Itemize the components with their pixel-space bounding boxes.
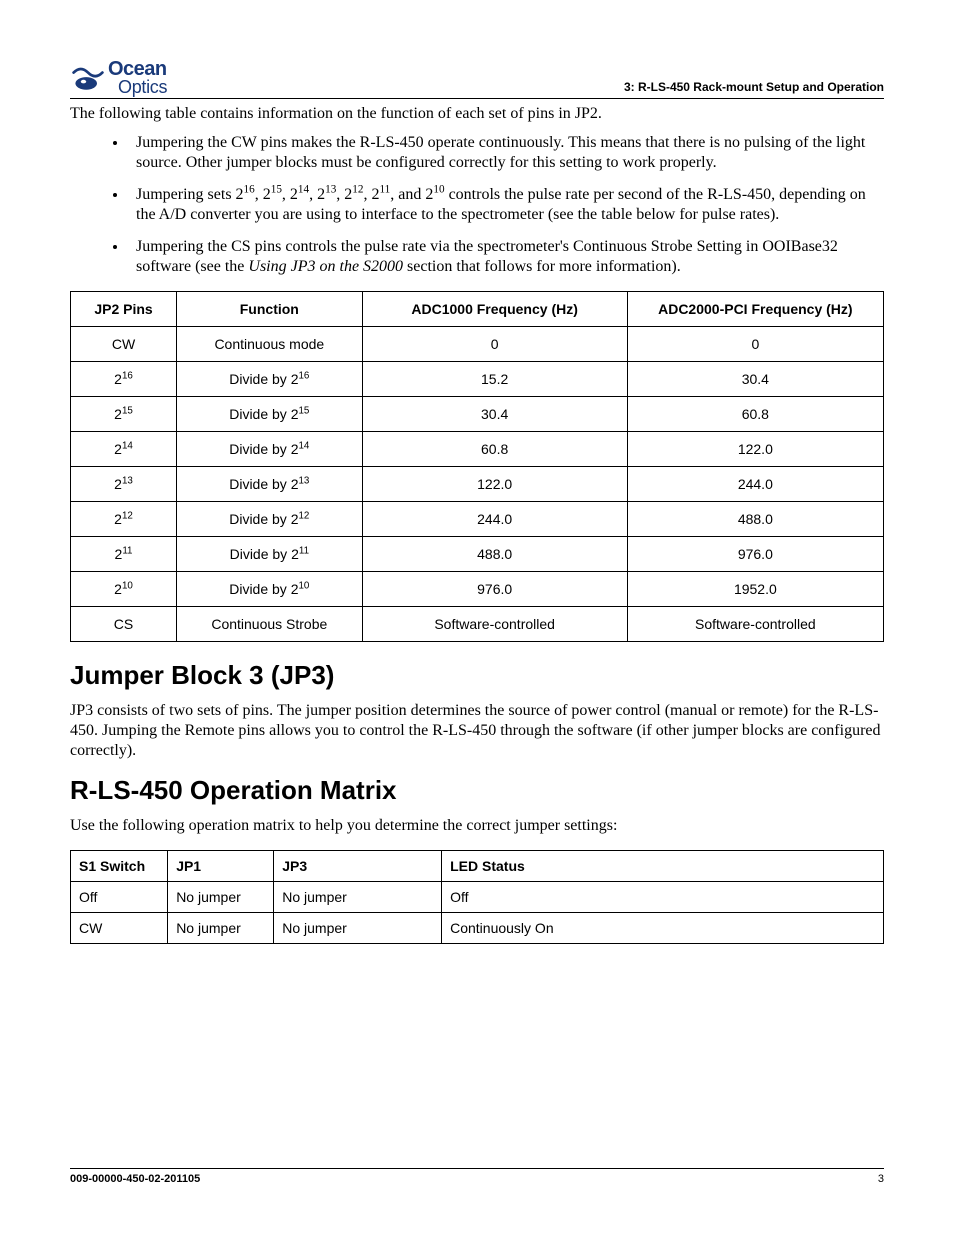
table-cell: Divide by 212 [177, 502, 363, 537]
table-cell: No jumper [274, 882, 442, 913]
table-cell: Divide by 215 [177, 397, 363, 432]
operation-matrix-table: S1 SwitchJP1JP3LED Status OffNo jumperNo… [70, 850, 884, 944]
page-header: Ocean Optics 3: R-LS-450 Rack-mount Setu… [70, 60, 884, 99]
table-header-cell: LED Status [442, 851, 884, 882]
table-cell: 212 [71, 502, 177, 537]
table-header-cell: ADC1000 Frequency (Hz) [362, 292, 627, 327]
table-row: 216Divide by 21615.230.4 [71, 362, 884, 397]
table-cell: 122.0 [362, 467, 627, 502]
footer-doc-number: 009-00000-450-02-201105 [70, 1173, 200, 1185]
table-cell: Divide by 210 [177, 572, 363, 607]
table-cell: 214 [71, 432, 177, 467]
table-header-row: JP2 PinsFunctionADC1000 Frequency (Hz)AD… [71, 292, 884, 327]
matrix-lead: Use the following operation matrix to he… [70, 816, 884, 836]
table-cell: 0 [362, 327, 627, 362]
table-cell: 0 [627, 327, 883, 362]
table-header-cell: S1 Switch [71, 851, 168, 882]
bullet-list: Jumpering the CW pins makes the R-LS-450… [70, 133, 884, 277]
table-cell: 15.2 [362, 362, 627, 397]
table-cell: 60.8 [362, 432, 627, 467]
table-cell: 244.0 [627, 467, 883, 502]
table-cell: 976.0 [627, 537, 883, 572]
table-row: 210Divide by 210976.01952.0 [71, 572, 884, 607]
table-cell: Off [442, 882, 884, 913]
table-row: 214Divide by 21460.8122.0 [71, 432, 884, 467]
table-row: OffNo jumperNo jumperOff [71, 882, 884, 913]
table-cell: Divide by 216 [177, 362, 363, 397]
table-row: CWNo jumperNo jumperContinuously On [71, 913, 884, 944]
table-header-cell: Function [177, 292, 363, 327]
logo-bot: Optics [118, 79, 167, 96]
logo: Ocean Optics [70, 60, 167, 96]
bullet-item: Jumpering the CW pins makes the R-LS-450… [128, 133, 884, 173]
table-cell: Software-controlled [362, 607, 627, 642]
logo-text: Ocean Optics [108, 60, 167, 96]
bullet-item: Jumpering the CS pins controls the pulse… [128, 237, 884, 277]
table-cell: Continuously On [442, 913, 884, 944]
table-row: 215Divide by 21530.460.8 [71, 397, 884, 432]
table-cell: Divide by 211 [177, 537, 363, 572]
table-row: 212Divide by 212244.0488.0 [71, 502, 884, 537]
table-cell: 215 [71, 397, 177, 432]
table-cell: 976.0 [362, 572, 627, 607]
bullet-item: Jumpering sets 216, 215, 214, 213, 212, … [128, 185, 884, 225]
table-cell: Continuous mode [177, 327, 363, 362]
table-header-cell: JP2 Pins [71, 292, 177, 327]
wave-icon [70, 60, 106, 96]
table-cell: 60.8 [627, 397, 883, 432]
table-cell: CS [71, 607, 177, 642]
table-cell: No jumper [274, 913, 442, 944]
table-cell: Off [71, 882, 168, 913]
table-cell: 211 [71, 537, 177, 572]
table-cell: Divide by 213 [177, 467, 363, 502]
table-cell: CW [71, 327, 177, 362]
table-cell: Software-controlled [627, 607, 883, 642]
section-heading-jp3: Jumper Block 3 (JP3) [70, 660, 884, 691]
jp3-paragraph: JP3 consists of two sets of pins. The ju… [70, 701, 884, 761]
intro-paragraph: The following table contains information… [70, 105, 884, 123]
table-cell: 1952.0 [627, 572, 883, 607]
table-cell: 488.0 [362, 537, 627, 572]
table-cell: Divide by 214 [177, 432, 363, 467]
table-cell: 210 [71, 572, 177, 607]
table-cell: 216 [71, 362, 177, 397]
table-cell: No jumper [168, 913, 274, 944]
table-cell: CW [71, 913, 168, 944]
table-header-cell: ADC2000-PCI Frequency (Hz) [627, 292, 883, 327]
table-row: CSContinuous StrobeSoftware-controlledSo… [71, 607, 884, 642]
table-cell: 30.4 [627, 362, 883, 397]
header-section-label: 3: R-LS-450 Rack-mount Setup and Operati… [624, 80, 884, 96]
footer-page-number: 3 [878, 1173, 884, 1185]
table-cell: No jumper [168, 882, 274, 913]
table-row: 213Divide by 213122.0244.0 [71, 467, 884, 502]
table-header-cell: JP1 [168, 851, 274, 882]
bullet-text: Jumpering the CW pins makes the R-LS-450… [136, 134, 865, 171]
table-cell: 122.0 [627, 432, 883, 467]
table-cell: 213 [71, 467, 177, 502]
table-cell: 244.0 [362, 502, 627, 537]
bullet-text: section that follows for more informatio… [403, 258, 681, 275]
table-cell: 30.4 [362, 397, 627, 432]
table-cell: Continuous Strobe [177, 607, 363, 642]
table-header-cell: JP3 [274, 851, 442, 882]
table-header-row: S1 SwitchJP1JP3LED Status [71, 851, 884, 882]
table-row: CWContinuous mode00 [71, 327, 884, 362]
page-footer: 009-00000-450-02-201105 3 [70, 1168, 884, 1185]
table-row: 211Divide by 211488.0976.0 [71, 537, 884, 572]
section-heading-matrix: R-LS-450 Operation Matrix [70, 775, 884, 806]
jp2-table: JP2 PinsFunctionADC1000 Frequency (Hz)AD… [70, 291, 884, 642]
bullet-italic: Using JP3 on the S2000 [248, 258, 403, 275]
table-cell: 488.0 [627, 502, 883, 537]
